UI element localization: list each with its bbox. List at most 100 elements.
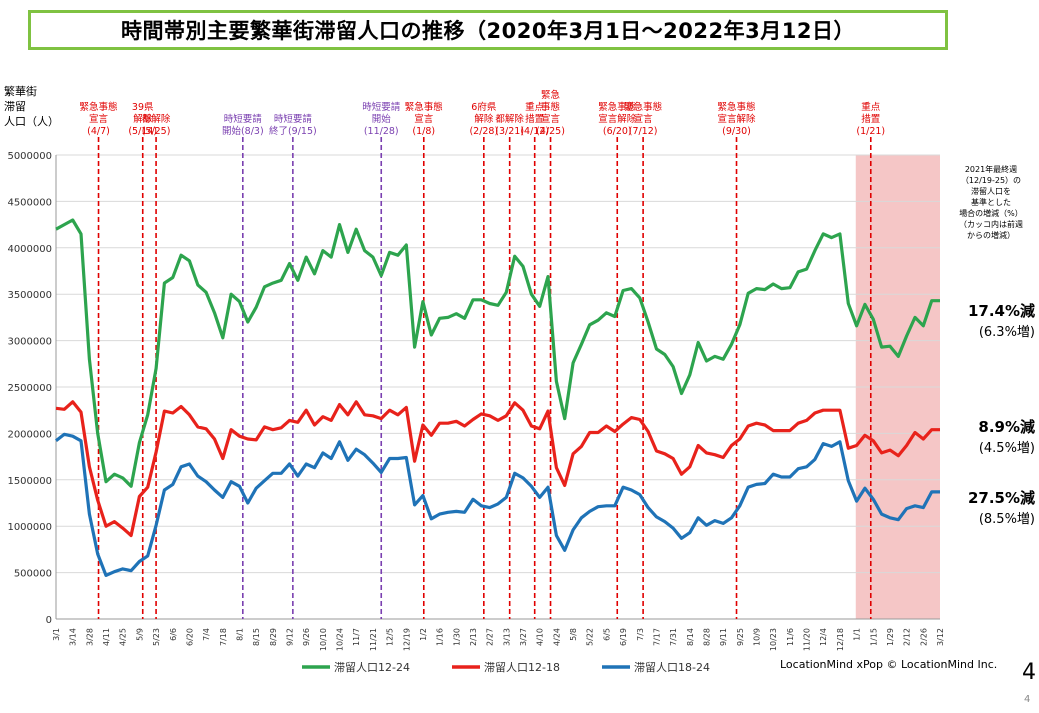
legend-label: 滞留人口18-24 bbox=[634, 661, 710, 674]
y-axis-label-line: 滞留 bbox=[4, 100, 26, 113]
x-tick-label: 1/16 bbox=[436, 628, 445, 646]
event-label: 解除 bbox=[474, 113, 494, 125]
y-axis-label: 繁華街 滞留 人口（人） bbox=[4, 84, 59, 129]
event-label: 措置 bbox=[525, 113, 544, 125]
event-label: 開始 bbox=[372, 113, 392, 125]
event-label: (1/8) bbox=[412, 126, 435, 137]
event-label: 重点 bbox=[861, 101, 881, 113]
page-number: 4 bbox=[1022, 660, 1036, 685]
event-label: 宣言 bbox=[89, 113, 109, 125]
x-tick-label: 7/4 bbox=[202, 628, 211, 641]
event-label: 緊急 bbox=[541, 89, 561, 101]
y-tick-label: 3500000 bbox=[7, 290, 52, 301]
series-line bbox=[55, 218, 940, 488]
y-axis-label-line: 人口（人） bbox=[4, 115, 59, 128]
summary-green-main: 17.4%減 bbox=[967, 302, 1035, 320]
legend-label: 滞留人口12-18 bbox=[484, 661, 560, 674]
x-tick-label: 4/10 bbox=[536, 628, 545, 646]
x-tick-label: 1/1 bbox=[853, 628, 862, 641]
note-line: からの増減） bbox=[967, 231, 1015, 240]
summary-red-sub: (4.5%増) bbox=[978, 441, 1035, 456]
x-tick-label: 3/1 bbox=[52, 628, 61, 641]
note-line: 2021年最終週 bbox=[964, 165, 1018, 174]
title-box: 時間帯別主要繁華街滞留人口の推移（2020年3月1日～2022年3月12日） bbox=[28, 10, 948, 50]
event-label: (5/14) bbox=[128, 126, 157, 137]
x-tick-label: 11/21 bbox=[369, 628, 378, 651]
note-line: 場合の増減（%） bbox=[959, 209, 1023, 218]
event-label: 都解除 bbox=[495, 113, 524, 125]
x-tick-label: 3/28 bbox=[85, 628, 94, 646]
x-tick-label: 8/29 bbox=[269, 628, 278, 646]
x-tick-label: 3/27 bbox=[519, 628, 528, 646]
event-label: 宣言 bbox=[541, 113, 561, 125]
y-tick-label: 0 bbox=[46, 615, 52, 626]
x-tick-label: 1/30 bbox=[452, 628, 461, 646]
x-tick-label: 11/20 bbox=[803, 628, 812, 651]
x-tick-label: 2/13 bbox=[469, 628, 478, 646]
event-label: 開始(8/3) bbox=[222, 125, 264, 137]
y-tick-label: 2500000 bbox=[7, 383, 52, 394]
x-tick-label: 5/22 bbox=[586, 628, 595, 646]
x-tick-label: 5/9 bbox=[135, 628, 144, 641]
x-tick-label: 12/5 bbox=[386, 628, 395, 646]
x-tick-label: 10/10 bbox=[319, 628, 328, 651]
x-tick-label: 6/6 bbox=[169, 628, 178, 641]
event-label: 緊急事態 bbox=[598, 101, 636, 113]
event-label: 宣言解除 bbox=[598, 113, 637, 125]
x-tick-label: 12/18 bbox=[836, 628, 845, 651]
event-label: 事態 bbox=[541, 101, 560, 113]
event-label: 緊急事態 bbox=[80, 101, 118, 113]
x-tick-label: 9/12 bbox=[286, 628, 295, 646]
x-tick-label: 8/1 bbox=[235, 628, 244, 641]
event-label: 6府県 bbox=[471, 101, 497, 113]
x-tick-label: 5/8 bbox=[569, 628, 578, 641]
series-line bbox=[55, 432, 940, 578]
x-tick-label: 4/24 bbox=[552, 628, 561, 646]
x-tick-label: 10/24 bbox=[336, 628, 345, 651]
x-tick-label: 10/23 bbox=[769, 628, 778, 651]
event-label: (3/21) bbox=[495, 126, 524, 137]
event-label: 宣言 bbox=[414, 113, 434, 125]
page-number-small: 4 bbox=[1024, 694, 1031, 705]
x-tick-label: 3/14 bbox=[69, 628, 78, 646]
x-tick-label: 1/2 bbox=[419, 628, 428, 641]
event-label: (6/20) bbox=[603, 126, 632, 137]
y-tick-label: 2000000 bbox=[7, 429, 52, 440]
event-label: (4/12) bbox=[520, 126, 549, 137]
event-label: 緊急事態 bbox=[624, 101, 662, 113]
x-tick-label: 7/17 bbox=[652, 628, 661, 646]
note-line: （カッコ内は前週 bbox=[959, 220, 1023, 229]
event-label: 時短要請 bbox=[362, 101, 401, 113]
x-tick-label: 8/14 bbox=[686, 628, 695, 646]
x-tick-label: 11/6 bbox=[786, 628, 795, 646]
x-tick-label: 2/12 bbox=[903, 628, 912, 646]
x-tick-label: 2/27 bbox=[486, 628, 495, 646]
x-tick-label: 12/4 bbox=[819, 628, 828, 646]
note-line: 滞留人口を bbox=[971, 187, 1011, 196]
event-label: 緊急事態 bbox=[718, 101, 756, 113]
event-label: 宣言解除 bbox=[718, 113, 757, 125]
x-tick-label: 6/5 bbox=[602, 628, 611, 641]
note-line: 基準とした bbox=[971, 198, 1011, 207]
event-label: 緊急事態 bbox=[405, 101, 443, 113]
summary-blue-main: 27.5%減 bbox=[967, 489, 1035, 507]
event-label: 措置 bbox=[861, 113, 880, 125]
event-label: 重点 bbox=[525, 101, 545, 113]
x-tick-label: 6/19 bbox=[619, 628, 628, 646]
x-tick-label: 12/19 bbox=[402, 628, 411, 651]
x-tick-label: 4/25 bbox=[119, 628, 128, 646]
reference-note: 2021年最終週 （12/19-25）の 滞留人口を 基準とした 場合の増減（%… bbox=[944, 164, 1038, 241]
event-label: (2/28) bbox=[469, 126, 498, 137]
x-tick-label: 4/11 bbox=[102, 628, 111, 646]
legend-label: 滞留人口12-24 bbox=[334, 661, 410, 674]
event-label: 宣言 bbox=[634, 113, 654, 125]
y-tick-label: 500000 bbox=[14, 569, 52, 580]
x-tick-label: 8/28 bbox=[702, 628, 711, 646]
x-tick-label: 3/13 bbox=[502, 628, 511, 646]
event-label: 都解除 bbox=[142, 113, 171, 125]
x-tick-label: 7/3 bbox=[636, 628, 645, 641]
event-label: 終了(9/15) bbox=[269, 125, 317, 137]
event-label: 時短要請 bbox=[274, 113, 313, 125]
event-label: 解除 bbox=[133, 113, 153, 125]
x-tick-label: 5/23 bbox=[152, 628, 161, 646]
